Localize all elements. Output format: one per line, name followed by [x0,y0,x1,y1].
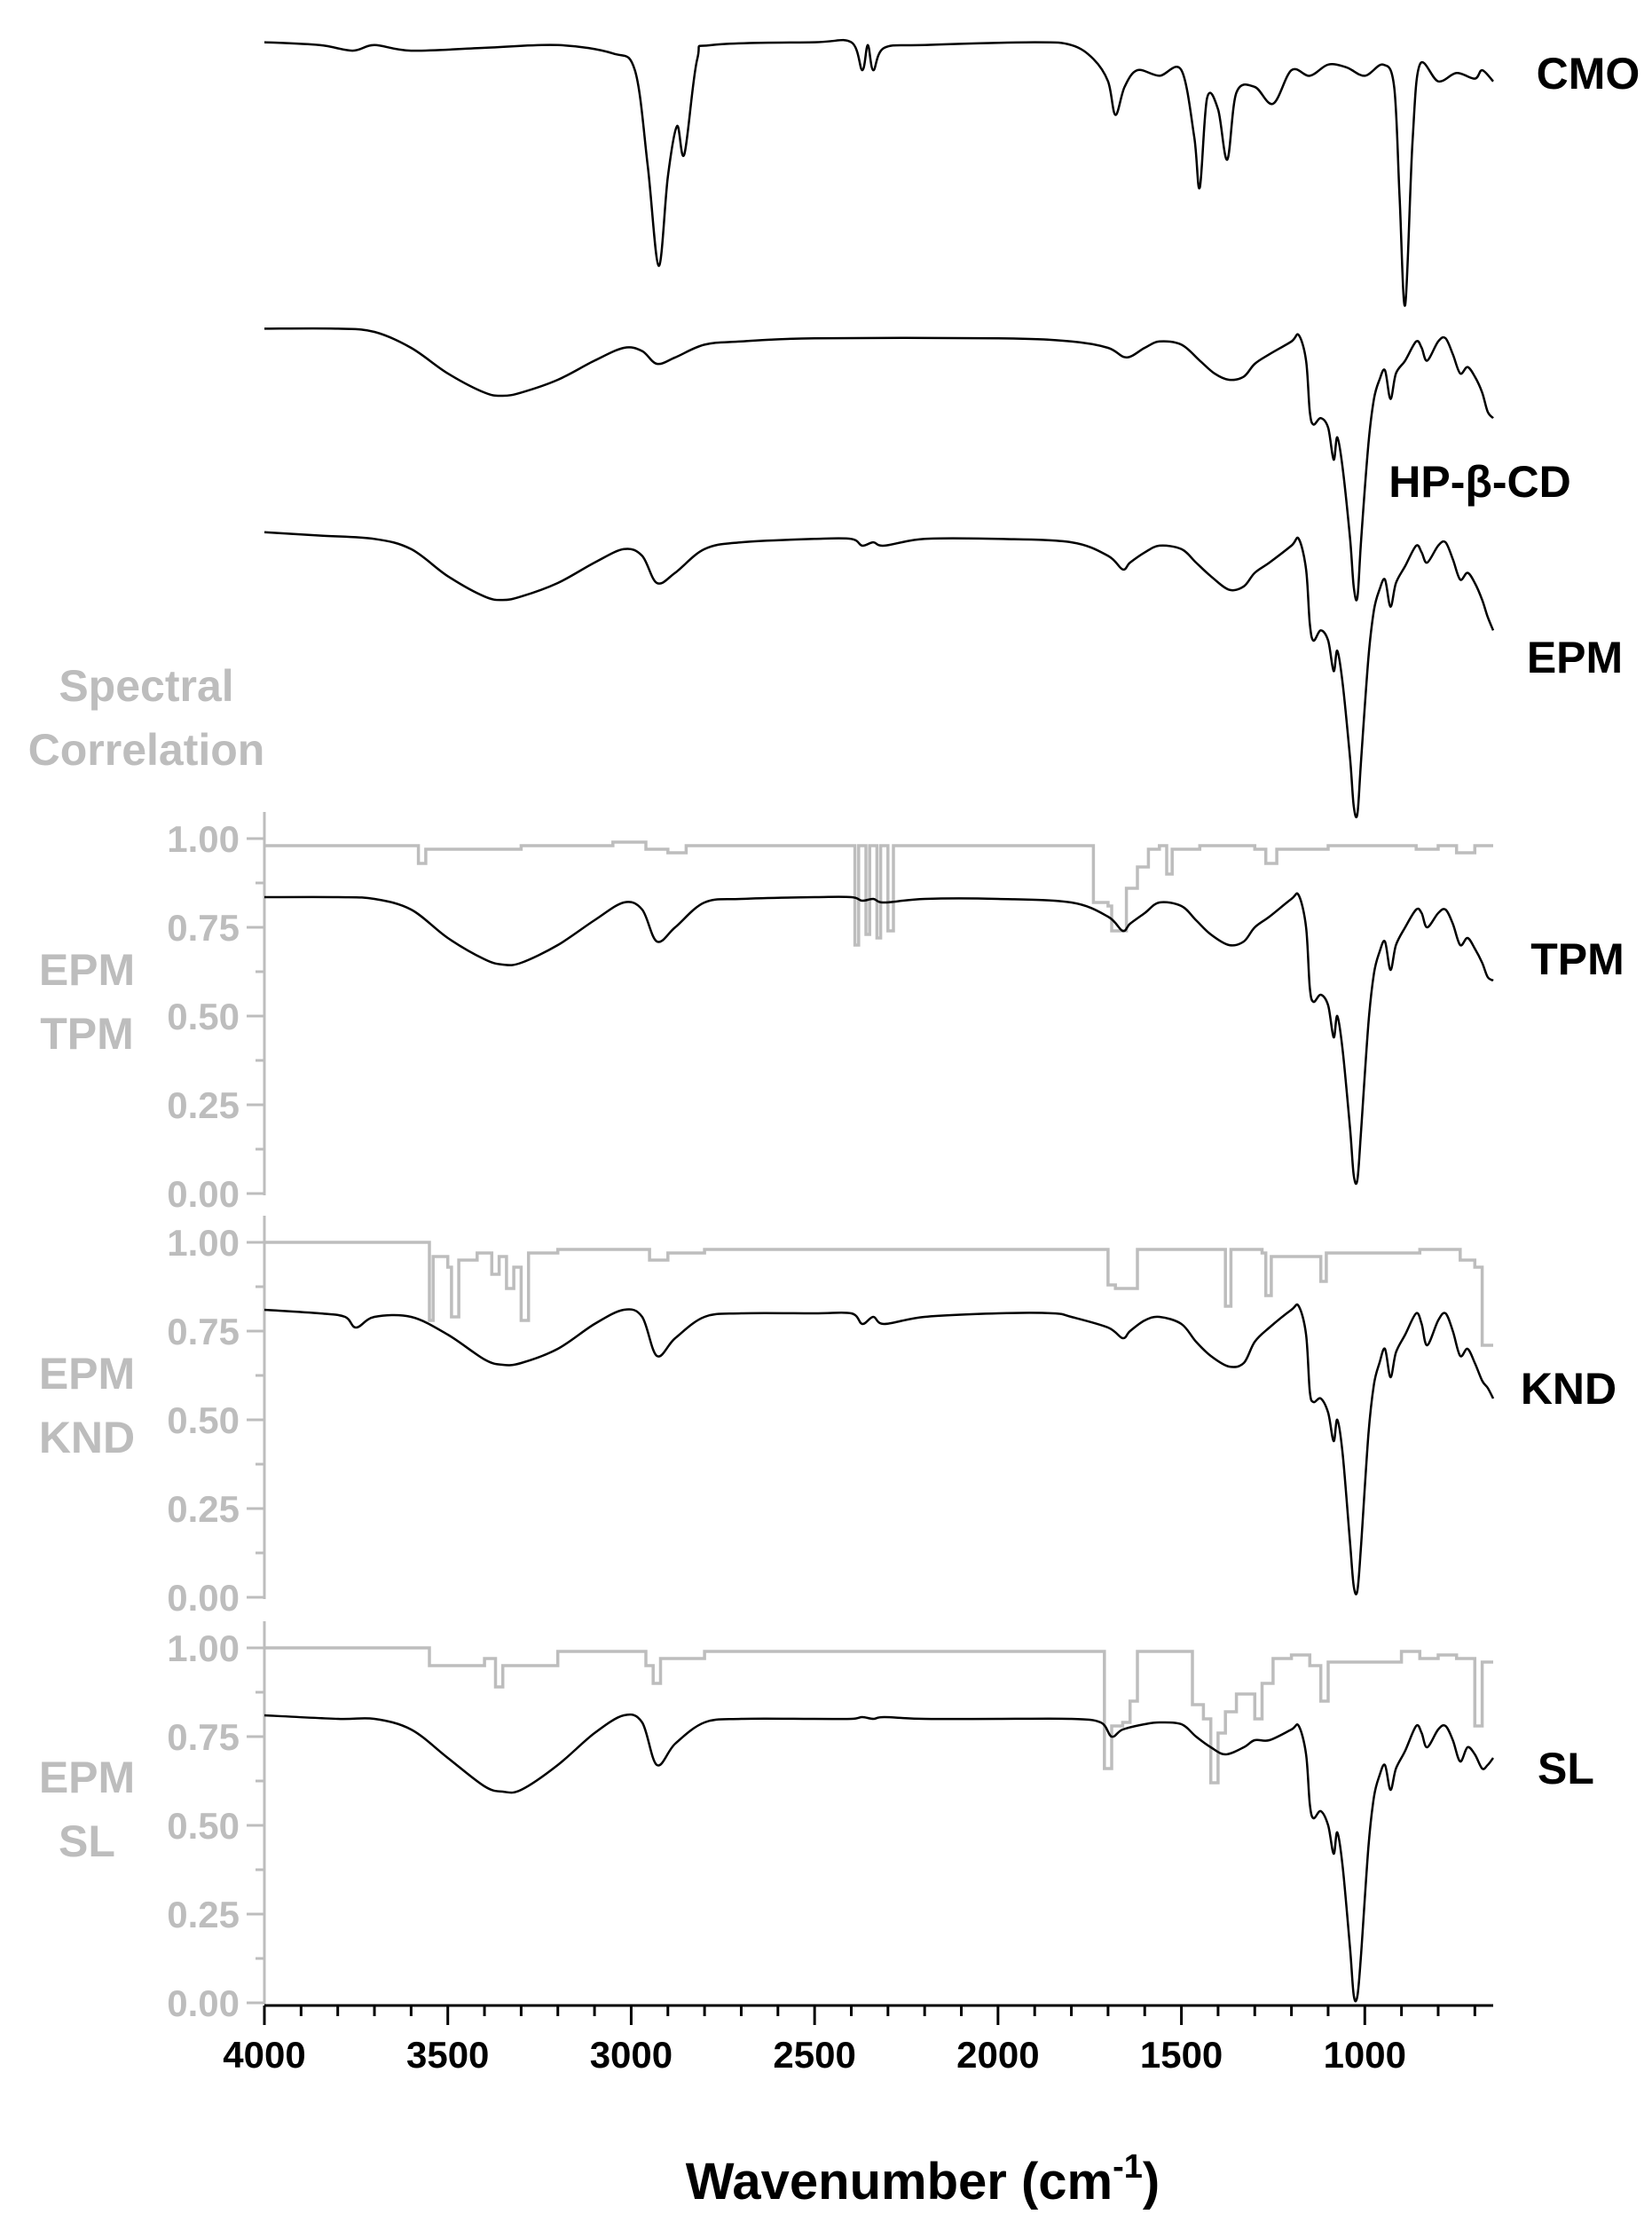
x-axis-title: Wavenumber (cm-1) [686,2148,1160,2210]
panel-epm-knd-ytick-label: 0.25 [167,1488,240,1530]
panel-epm-tpm-ytick-label: 0.25 [167,1084,240,1126]
spectrum-line-knd [264,1303,1495,1596]
spectrum-label-hp-cd: HP-β-CD [1388,457,1571,507]
spectrum-label-knd: KND [1521,1364,1617,1414]
labels-layer: 0.00 0.25 0.50 0.75 1.00 EPM TPM 0.00 0.25 0.50 0.… [39,49,1640,2076]
x-axis-tick-label: 1500 [1140,2034,1223,2076]
x-axis-tick-label: 1000 [1324,2034,1406,2076]
spectrum-label-tpm: TPM [1530,934,1624,984]
x-axis-title-text: Wavenumber (cm [686,2153,1113,2210]
x-axis-title-close: ) [1143,2153,1160,2210]
correlation-header: Spectral Correlation [28,661,265,775]
panel-epm-knd-label-line: EPM [39,1349,135,1399]
spectrum-line-hp-cd [264,327,1494,602]
x-axis-tick-label: 4000 [223,2034,305,2076]
correlation-line-epm-sl [264,1646,1493,1785]
panel-epm-knd-ytick-label: 0.00 [167,1577,240,1619]
panel-epm-tpm-label-line: TPM [40,1009,134,1059]
panel-epm-sl-ytick-label: 0.75 [167,1716,240,1758]
panel-epm-tpm-ytick-label: 0.50 [167,996,240,1037]
panel-epm-tpm-label-line: EPM [39,945,135,995]
correlation-line-epm-knd [264,1241,1493,1347]
spectrum-line-tpm [264,892,1494,1186]
panel-epm-sl-label-line: EPM [39,1753,135,1802]
panel-epm-sl-ytick-label: 0.50 [167,1805,240,1847]
panel-epm-tpm-ytick-label: 0.75 [167,907,240,949]
correlation-lines [264,840,1493,1785]
correlation-header-line-2: Correlation [28,725,265,775]
panel-epm-knd-ytick-label: 0.50 [167,1399,240,1441]
spectrum-line-cmo [264,38,1494,307]
axes-layer [247,812,1493,2025]
spectrum-label-epm: EPM [1527,633,1623,682]
panel-epm-tpm-ytick-label: 1.00 [167,818,240,860]
panel-epm-sl-ytick-label: 1.00 [167,1627,240,1669]
spectrum-line-sl [264,1713,1495,2003]
spectra-lines [264,38,1495,2003]
x-axis-title-superscript: -1 [1113,2148,1143,2186]
spectrum-label-cmo: CMO [1537,49,1640,98]
spectrum-label-sl: SL [1538,1744,1594,1793]
panel-epm-sl-label-line: SL [59,1816,115,1866]
panel-epm-sl-ytick-label: 0.25 [167,1894,240,1935]
x-axis-tick-label: 2500 [773,2034,855,2076]
x-axis-tick-label: 3500 [406,2034,489,2076]
correlation-line-epm-tpm [264,840,1493,947]
correlation-header-line-1: Spectral [59,661,233,711]
panel-epm-knd-label-line: KND [39,1413,135,1462]
panel-epm-tpm-ytick-label: 0.00 [167,1173,240,1215]
panel-epm-knd-ytick-label: 1.00 [167,1222,240,1264]
panel-epm-sl-ytick-label: 0.00 [167,1982,240,2024]
spectrum-line-epm [264,531,1495,819]
x-axis-tick-label: 2000 [956,2034,1039,2076]
panel-epm-knd-ytick-label: 0.75 [167,1311,240,1352]
x-axis-tick-label: 3000 [590,2034,673,2076]
